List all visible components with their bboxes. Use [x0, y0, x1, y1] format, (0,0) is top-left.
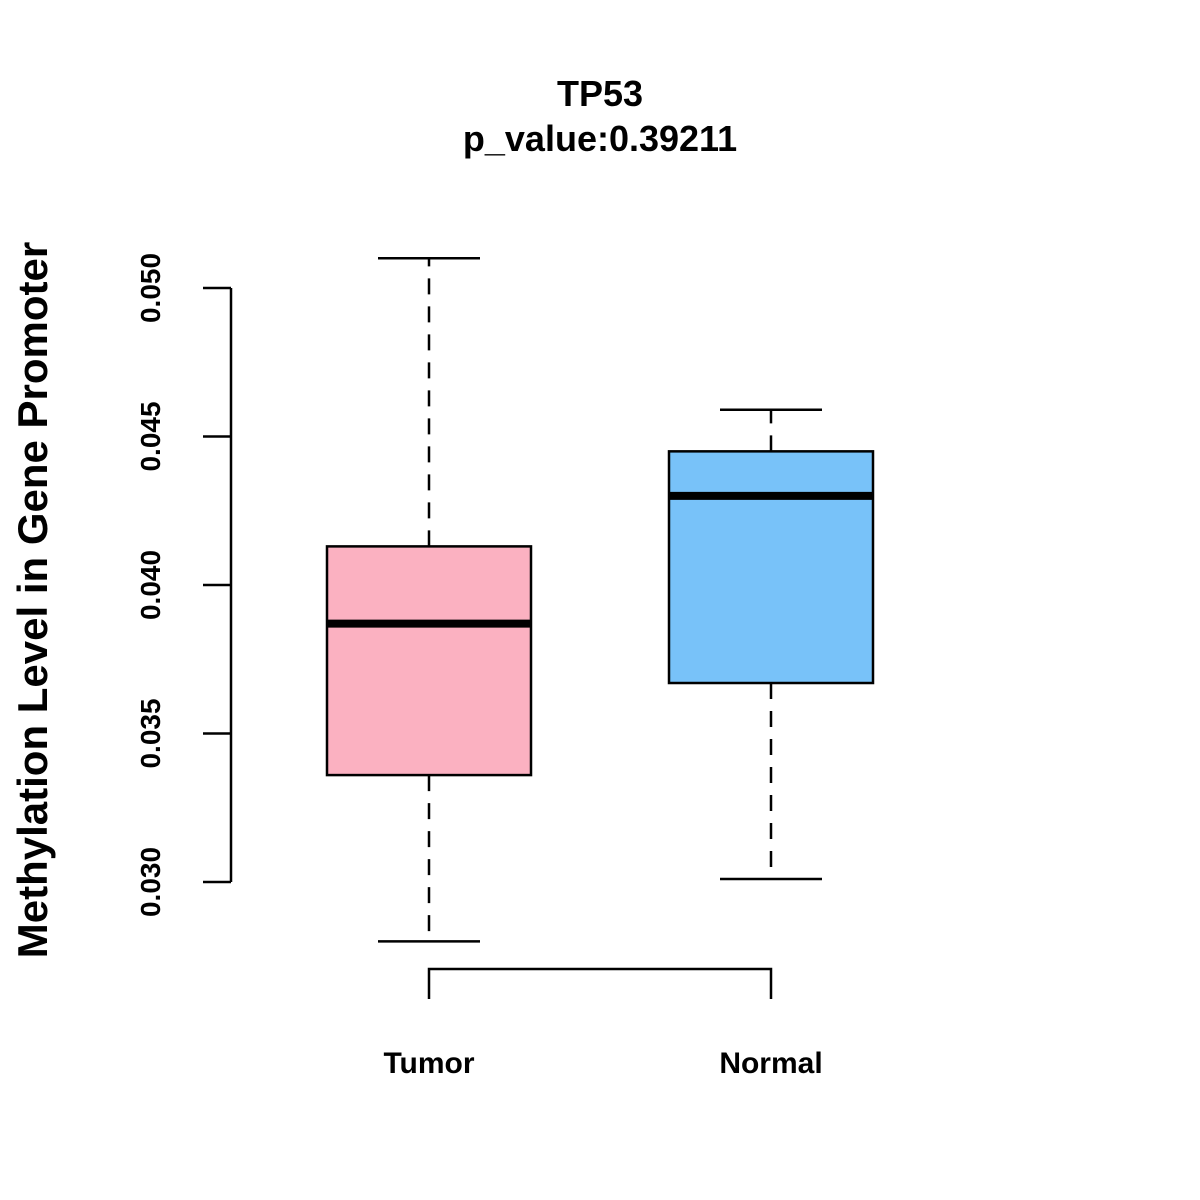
y-tick-label: 0.035: [135, 698, 166, 768]
chart-subtitle: p_value:0.39211: [463, 118, 737, 159]
y-axis: 0.030 0.035 0.040 0.045 0.050: [135, 253, 233, 917]
comparison-bracket: [427, 967, 773, 999]
iqr-box: [667, 450, 875, 685]
x-category-label: Tumor: [383, 1047, 474, 1080]
box-normal: [667, 408, 875, 881]
x-axis-labels: Tumor Normal: [383, 1047, 822, 1080]
box-group: [325, 257, 875, 943]
y-tick-label: 0.040: [135, 550, 166, 620]
y-tick-label: 0.045: [135, 401, 166, 471]
y-tick-label: 0.050: [135, 253, 166, 323]
y-tick-label: 0.030: [135, 847, 166, 917]
iqr-box: [325, 545, 533, 777]
x-category-label: Normal: [719, 1047, 822, 1080]
chart-title: TP53: [557, 73, 643, 114]
box-tumor: [325, 257, 533, 943]
y-axis-label: Methylation Level in Gene Promoter: [9, 242, 56, 958]
bracket-line: [427, 967, 773, 999]
